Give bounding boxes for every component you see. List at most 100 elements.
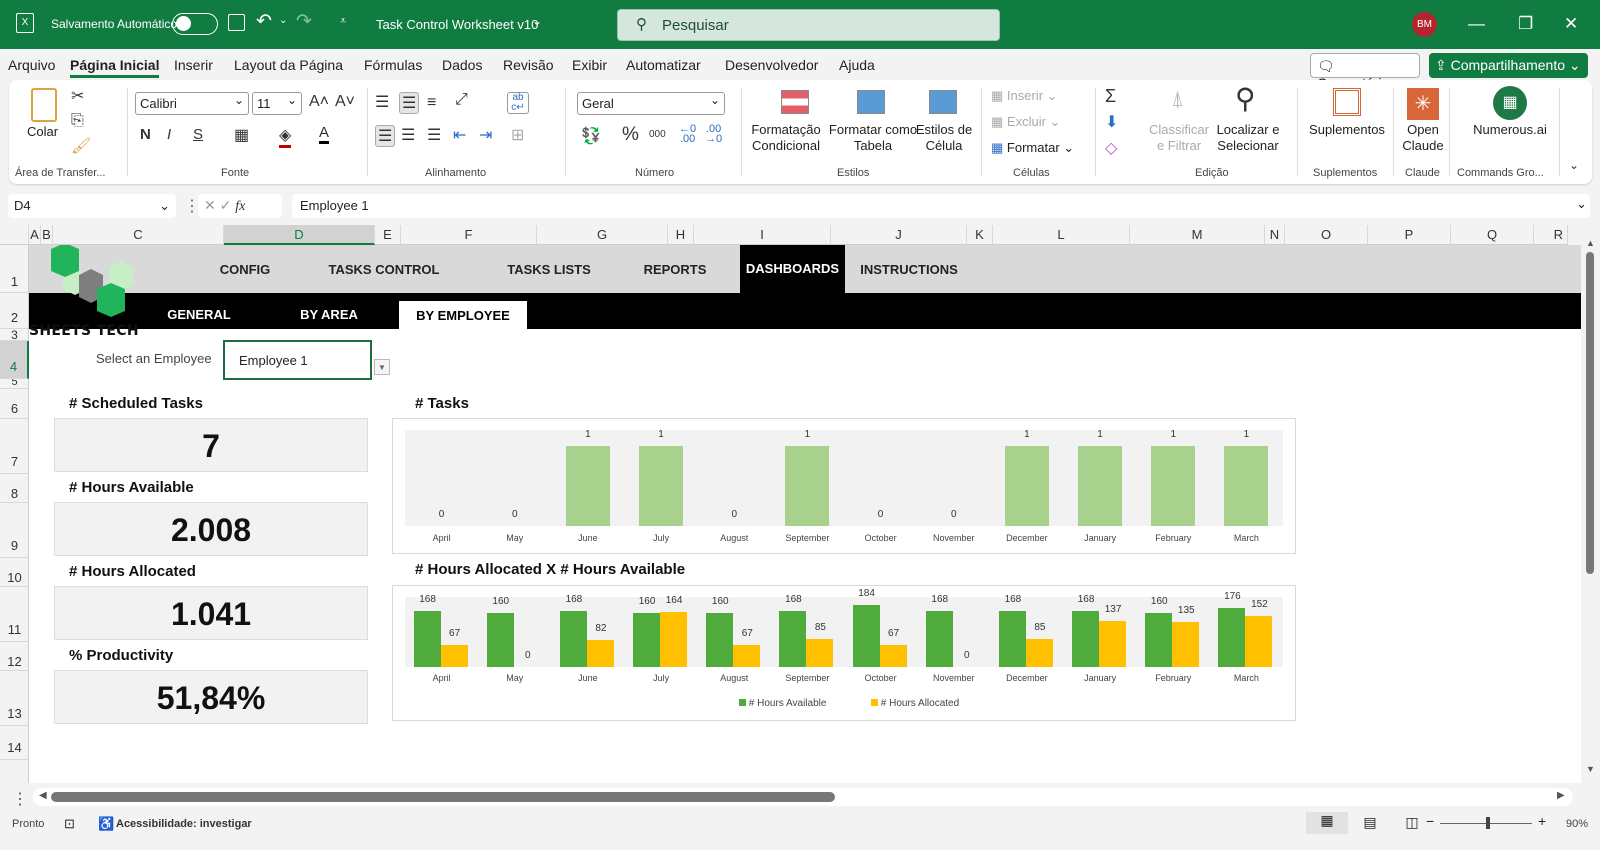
tasks-bar[interactable] xyxy=(1224,446,1269,526)
increase-indent-icon[interactable]: ⇥ xyxy=(479,127,493,144)
ribbon-collapse-icon[interactable]: ⌄ xyxy=(1569,158,1580,172)
available-bar[interactable] xyxy=(998,610,1026,667)
allocated-bar[interactable] xyxy=(879,644,907,667)
align-center-icon[interactable]: ☰ xyxy=(401,127,416,144)
paste-icon[interactable] xyxy=(31,88,57,122)
vertical-scrollbar[interactable]: ▲ ▼ xyxy=(1581,238,1600,785)
page-break-view-icon[interactable]: ◫ xyxy=(1405,814,1419,830)
delete-cells-button[interactable]: ▦ Excluir ⌄ xyxy=(991,114,1061,129)
select-all-corner[interactable] xyxy=(0,225,29,245)
col-header-i[interactable]: I xyxy=(694,225,831,245)
search-box[interactable]: ⚲ Pesquisar xyxy=(617,9,1000,41)
copy-icon[interactable]: ⎘ xyxy=(71,112,84,129)
sheet-tabs-menu-icon[interactable]: ⋮ xyxy=(12,791,28,808)
scroll-left-icon[interactable]: ◀ xyxy=(39,790,47,801)
accessibility-status[interactable]: Acessibilidade: investigar xyxy=(116,818,252,830)
formula-bar-grip-icon[interactable]: ⋮ xyxy=(184,198,200,215)
available-bar[interactable] xyxy=(633,613,661,667)
horizontal-scrollbar[interactable]: ◀ ▶ xyxy=(33,788,1573,806)
col-header-c[interactable]: C xyxy=(53,225,224,245)
name-box[interactable]: D4 ⌄ xyxy=(8,194,176,218)
col-header-a[interactable]: A xyxy=(29,225,41,245)
numerous-button[interactable]: Numerous.ai xyxy=(1473,122,1547,137)
available-bar[interactable] xyxy=(706,613,734,667)
borders-icon[interactable]: ▦ xyxy=(234,127,250,144)
accessibility-icon[interactable]: ♿ xyxy=(98,816,115,831)
allocated-bar[interactable] xyxy=(440,644,468,667)
restore-icon[interactable]: ❐ xyxy=(1518,14,1534,33)
menu-dados[interactable]: Dados xyxy=(442,57,483,73)
insert-cells-button[interactable]: ▦ Inserir ⌄ xyxy=(991,88,1058,103)
scroll-down-icon[interactable]: ▼ xyxy=(1586,764,1595,774)
merge-cells-icon[interactable]: ⊞ xyxy=(511,127,525,144)
tasks-bar[interactable] xyxy=(565,446,610,526)
undo-dropdown-icon[interactable]: ⌄ xyxy=(279,15,288,26)
formula-input[interactable]: Employee 1 xyxy=(292,194,1590,218)
menu-desenvolvedor[interactable]: Desenvolvedor xyxy=(725,57,819,73)
employee-select-cell[interactable]: Employee 1 xyxy=(223,340,372,380)
orientation-icon[interactable]: ⤢ xyxy=(455,91,468,108)
zoom-slider-thumb[interactable] xyxy=(1486,817,1490,829)
col-header-r[interactable]: R xyxy=(1534,225,1568,245)
menu-ajuda[interactable]: Ajuda xyxy=(839,57,875,73)
sub-tab-general[interactable]: GENERAL xyxy=(167,307,231,322)
row-header-6[interactable]: 6 xyxy=(0,389,29,419)
col-header-b[interactable]: B xyxy=(41,225,53,245)
insert-function-button[interactable]: fx xyxy=(235,199,246,214)
document-title[interactable]: Task Control Worksheet v10 xyxy=(376,17,539,32)
available-bar[interactable] xyxy=(486,613,514,667)
increase-font-icon[interactable]: A˄ xyxy=(309,93,330,110)
allocated-bar[interactable] xyxy=(1245,616,1273,667)
font-color-icon[interactable]: A xyxy=(319,124,330,144)
minimize-icon[interactable]: — xyxy=(1468,14,1485,33)
allocated-bar[interactable] xyxy=(733,644,761,667)
customize-toolbar-icon[interactable]: ⩡ xyxy=(340,15,347,27)
share-button[interactable]: ⇪ Compartilhamento ⌄ xyxy=(1429,53,1588,78)
col-header-k[interactable]: K xyxy=(967,225,993,245)
horizontal-scroll-thumb[interactable] xyxy=(51,792,835,802)
nav-tab-tasks-lists[interactable]: TASKS LISTS xyxy=(507,262,591,277)
undo-icon[interactable]: ↶ xyxy=(256,11,272,32)
enter-icon[interactable]: ✓ xyxy=(219,197,232,213)
col-header-j[interactable]: J xyxy=(831,225,967,245)
cut-icon[interactable]: ✂ xyxy=(71,88,85,105)
menu-inserir[interactable]: Inserir xyxy=(174,57,213,73)
col-header-m[interactable]: M xyxy=(1130,225,1265,245)
align-left-icon[interactable]: ☰ xyxy=(375,125,396,147)
paste-button[interactable]: Colar xyxy=(27,124,59,139)
col-header-n[interactable]: N xyxy=(1265,225,1285,245)
decrease-font-icon[interactable]: A˅ xyxy=(335,93,356,110)
available-bar[interactable] xyxy=(1218,608,1246,667)
save-icon[interactable] xyxy=(228,14,245,31)
row-header-10[interactable]: 10 xyxy=(0,558,29,587)
menu-exibir[interactable]: Exibir xyxy=(572,57,608,73)
font-name-select[interactable]: Calibri xyxy=(135,92,249,115)
available-bar[interactable] xyxy=(925,610,953,667)
font-size-select[interactable]: 11 xyxy=(252,92,302,115)
row-header-1[interactable]: 1 xyxy=(0,245,29,293)
row-header-2[interactable]: 2 xyxy=(0,293,29,329)
sub-tab-by-employee[interactable]: BY EMPLOYEE xyxy=(399,301,527,329)
autosum-icon[interactable]: Σ xyxy=(1105,86,1117,106)
bold-button[interactable]: N xyxy=(140,126,151,143)
user-avatar[interactable]: BM xyxy=(1412,12,1437,37)
cancel-icon[interactable]: ✕ xyxy=(204,197,216,213)
col-header-o[interactable]: O xyxy=(1285,225,1368,245)
increase-decimal-icon[interactable]: ←0.00 xyxy=(679,123,697,145)
normal-view-icon[interactable]: ▦ xyxy=(1306,812,1348,834)
allocated-bar[interactable] xyxy=(660,612,688,667)
allocated-bar[interactable] xyxy=(586,639,614,667)
col-header-p[interactable]: P xyxy=(1368,225,1451,245)
tasks-bar[interactable] xyxy=(1004,446,1049,526)
employee-dropdown-button[interactable]: ▼ xyxy=(374,359,390,375)
cell-styles-button[interactable]: Estilos de Célula xyxy=(915,122,973,153)
row-header-4[interactable]: 4 xyxy=(0,341,29,379)
col-header-q[interactable]: Q xyxy=(1451,225,1534,245)
legend-hours-available[interactable]: # Hours Available xyxy=(739,698,826,709)
available-bar[interactable] xyxy=(1145,613,1173,667)
nav-tab-instructions[interactable]: INSTRUCTIONS xyxy=(860,262,958,277)
col-header-d[interactable]: D xyxy=(224,225,375,245)
row-header-5[interactable]: 5 xyxy=(0,379,29,389)
format-painter-icon[interactable]: 🖌 xyxy=(71,138,92,155)
nav-tab-dashboards[interactable]: DASHBOARDS xyxy=(740,245,845,293)
